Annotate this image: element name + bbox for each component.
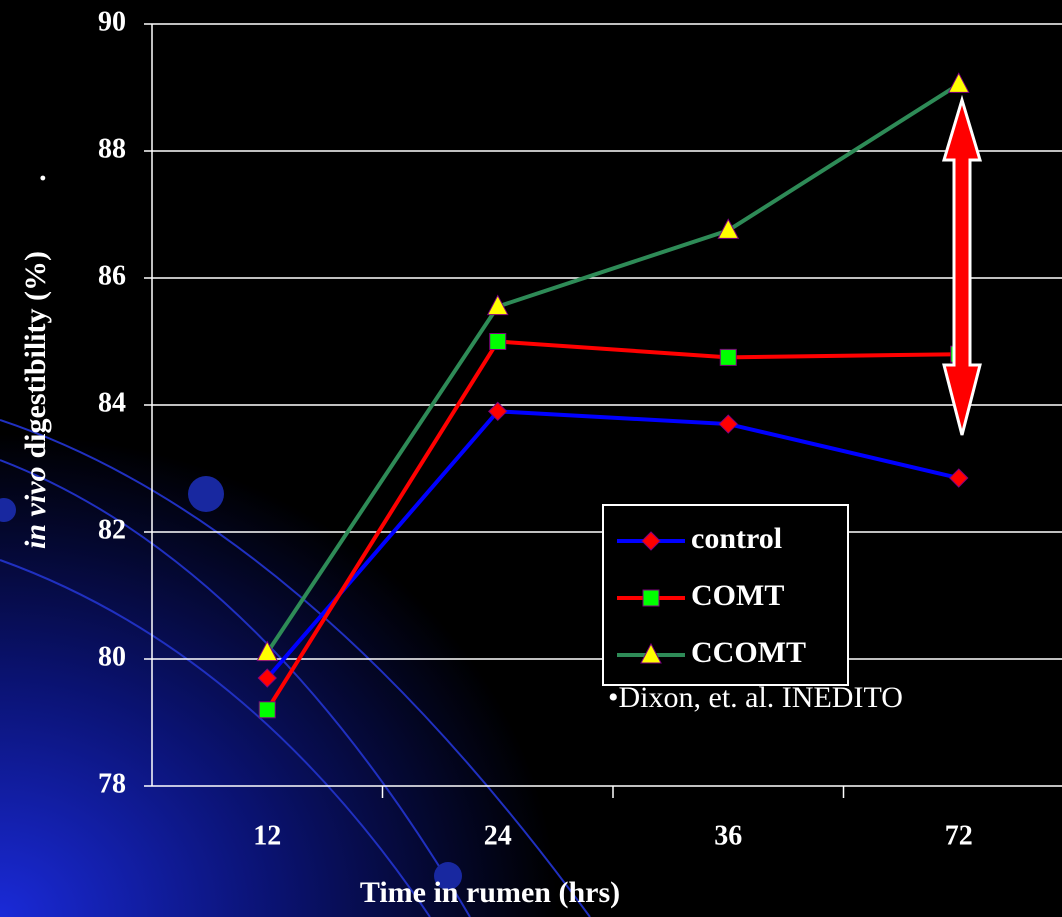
series-line <box>265 339 959 711</box>
marker <box>488 401 508 422</box>
marker <box>642 589 660 607</box>
y-tick-label: 86 <box>98 260 126 291</box>
marker <box>256 640 279 662</box>
double-arrow <box>941 94 983 436</box>
marker <box>718 414 738 434</box>
y-label-rest: digestibility (%) <box>19 251 52 459</box>
y-tick-label: 78 <box>98 768 126 799</box>
x-tick-label: 36 <box>714 820 742 851</box>
x-tick-label: 24 <box>484 820 512 851</box>
y-label-suffix: . <box>19 174 52 182</box>
x-tick-label: 72 <box>945 820 973 851</box>
marker <box>717 218 740 239</box>
x-tick-label: 12 <box>253 820 281 851</box>
marker <box>640 642 662 664</box>
y-tick-label: 88 <box>98 133 126 164</box>
legend-label: COMT <box>691 579 784 612</box>
annotation: •Dixon, et. al. INEDITO <box>608 681 903 714</box>
marker <box>486 294 509 316</box>
y-label-italic: in vivo <box>19 467 52 550</box>
marker <box>257 668 277 688</box>
y-tick-label: 90 <box>98 6 126 37</box>
series-line <box>265 82 960 654</box>
marker <box>947 72 970 93</box>
series-line <box>265 409 960 680</box>
y-tick-label: 84 <box>98 387 126 418</box>
decor-arcs <box>0 419 591 917</box>
y-axis-label: in vivo digestibility (%) <box>19 251 52 549</box>
x-axis-label: Time in rumen (hrs) <box>360 876 620 909</box>
decor-dot <box>188 476 224 512</box>
marker <box>949 468 969 488</box>
y-tick-label: 82 <box>98 514 126 545</box>
marker <box>258 701 276 719</box>
background-glow <box>0 380 620 917</box>
legend-label: CCOMT <box>691 636 806 669</box>
marker <box>641 531 661 551</box>
decor-dot <box>434 862 462 890</box>
marker <box>719 348 737 366</box>
legend-label: control <box>691 522 782 555</box>
decor-dot <box>0 498 16 522</box>
marker <box>489 333 507 350</box>
y-tick-label: 80 <box>98 641 126 672</box>
